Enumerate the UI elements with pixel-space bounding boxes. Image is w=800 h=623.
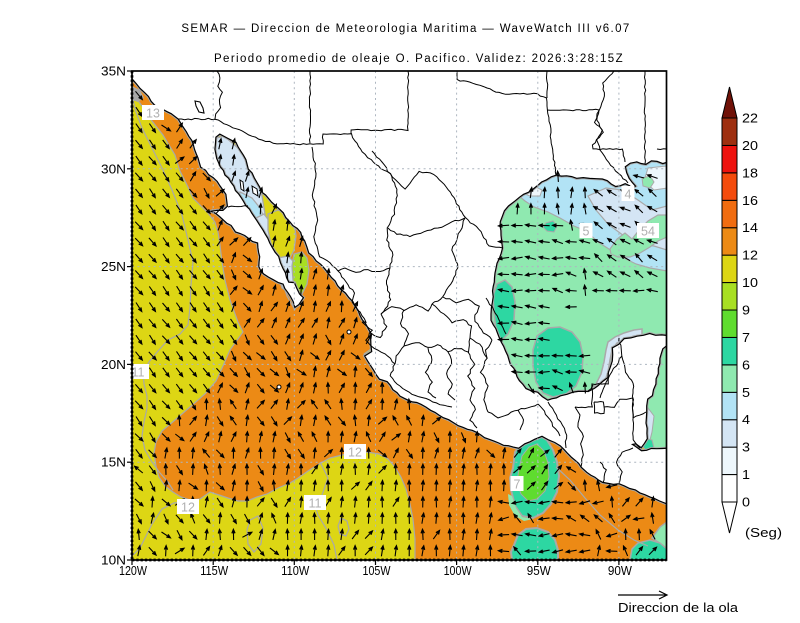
svg-text:120W: 120W: [119, 563, 148, 578]
svg-text:4: 4: [625, 188, 632, 202]
svg-text:16: 16: [742, 193, 758, 208]
svg-text:7: 7: [514, 478, 521, 492]
svg-text:11: 11: [132, 366, 145, 380]
svg-text:12: 12: [348, 446, 362, 460]
svg-text:11: 11: [309, 497, 322, 511]
svg-text:10: 10: [742, 275, 758, 290]
svg-text:110W: 110W: [281, 563, 310, 578]
svg-text:20N: 20N: [101, 357, 126, 372]
svg-text:4: 4: [742, 412, 750, 427]
svg-text:90W: 90W: [608, 563, 633, 578]
svg-text:15N: 15N: [101, 455, 126, 470]
svg-text:10N: 10N: [101, 553, 126, 568]
svg-text:35N: 35N: [101, 64, 126, 79]
svg-text:100W: 100W: [444, 563, 473, 578]
svg-text:3: 3: [742, 440, 750, 455]
svg-text:12: 12: [742, 248, 758, 263]
svg-text:25N: 25N: [101, 259, 126, 274]
svg-text:115W: 115W: [200, 563, 229, 578]
svg-text:9: 9: [742, 303, 750, 318]
svg-text:18: 18: [742, 165, 758, 180]
svg-text:12: 12: [181, 501, 195, 515]
svg-text:(Seg): (Seg): [745, 525, 782, 540]
svg-text:22: 22: [742, 111, 758, 126]
svg-text:1: 1: [742, 467, 750, 482]
svg-text:30N: 30N: [101, 161, 126, 176]
svg-text:Periodo promedio de oleaje O.: Periodo promedio de oleaje O. Pacifico. …: [214, 53, 624, 65]
svg-text:5: 5: [583, 225, 590, 239]
svg-text:0: 0: [742, 495, 750, 510]
svg-text:SEMAR — Direccion de Meteorolo: SEMAR — Direccion de Meteorologia Mariti…: [181, 23, 630, 35]
svg-text:20: 20: [742, 138, 758, 153]
svg-text:105W: 105W: [363, 563, 392, 578]
svg-text:14: 14: [742, 220, 758, 235]
svg-text:7: 7: [742, 330, 750, 345]
svg-text:95W: 95W: [527, 563, 552, 578]
svg-text:6: 6: [742, 357, 750, 372]
svg-text:13: 13: [146, 107, 160, 121]
svg-text:54: 54: [641, 225, 655, 239]
svg-text:5: 5: [742, 385, 750, 400]
svg-text:Direccion de la ola: Direccion de la ola: [618, 601, 738, 615]
